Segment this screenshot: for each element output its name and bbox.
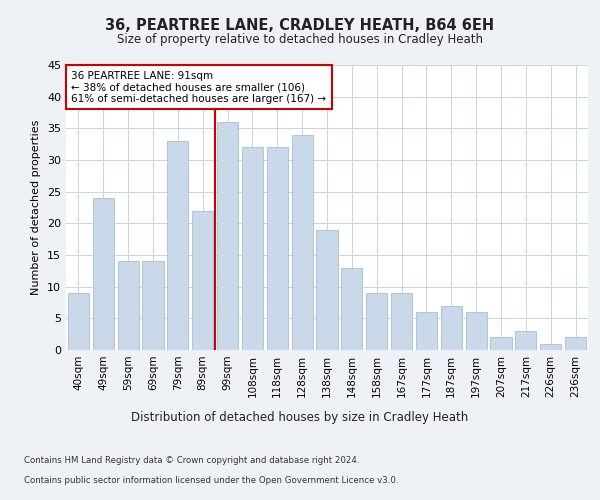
Bar bbox=[267, 148, 288, 350]
Bar bbox=[142, 262, 164, 350]
Bar bbox=[416, 312, 437, 350]
Text: 36, PEARTREE LANE, CRADLEY HEATH, B64 6EH: 36, PEARTREE LANE, CRADLEY HEATH, B64 6E… bbox=[106, 18, 494, 32]
Text: 36 PEARTREE LANE: 91sqm
← 38% of detached houses are smaller (106)
61% of semi-d: 36 PEARTREE LANE: 91sqm ← 38% of detache… bbox=[71, 70, 326, 104]
Y-axis label: Number of detached properties: Number of detached properties bbox=[31, 120, 41, 295]
Bar bbox=[565, 338, 586, 350]
Bar bbox=[515, 331, 536, 350]
Bar bbox=[466, 312, 487, 350]
Bar bbox=[118, 262, 139, 350]
Text: Contains HM Land Registry data © Crown copyright and database right 2024.: Contains HM Land Registry data © Crown c… bbox=[24, 456, 359, 465]
Bar bbox=[540, 344, 561, 350]
Bar bbox=[391, 293, 412, 350]
Text: Distribution of detached houses by size in Cradley Heath: Distribution of detached houses by size … bbox=[131, 411, 469, 424]
Text: Size of property relative to detached houses in Cradley Heath: Size of property relative to detached ho… bbox=[117, 32, 483, 46]
Bar bbox=[242, 148, 263, 350]
Bar bbox=[341, 268, 362, 350]
Text: Contains public sector information licensed under the Open Government Licence v3: Contains public sector information licen… bbox=[24, 476, 398, 485]
Bar bbox=[167, 141, 188, 350]
Bar bbox=[316, 230, 338, 350]
Bar bbox=[68, 293, 89, 350]
Bar bbox=[217, 122, 238, 350]
Bar bbox=[93, 198, 114, 350]
Bar bbox=[490, 338, 512, 350]
Bar bbox=[441, 306, 462, 350]
Bar bbox=[192, 210, 213, 350]
Bar bbox=[366, 293, 387, 350]
Bar bbox=[292, 134, 313, 350]
